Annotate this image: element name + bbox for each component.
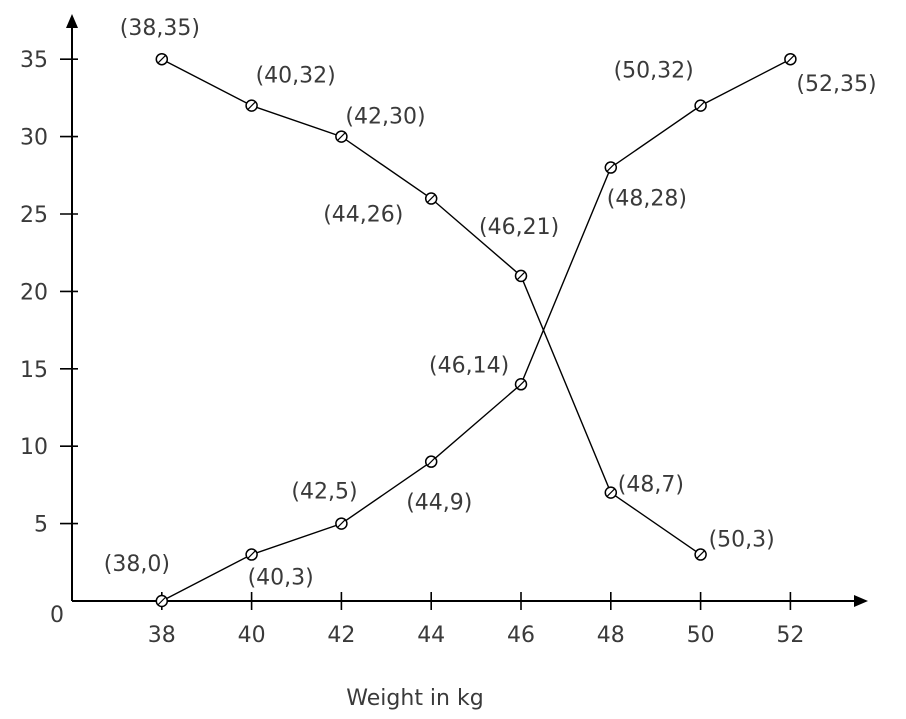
- x-tick-label: 48: [597, 623, 625, 648]
- data-point-marker-slash: [427, 457, 436, 466]
- x-tick-label: 46: [507, 623, 535, 648]
- data-point-marker-slash: [517, 271, 525, 280]
- y-tick-label: 5: [34, 513, 48, 538]
- data-point-label: (48,7): [618, 473, 684, 498]
- x-axis-arrow-icon: [854, 595, 868, 607]
- series-line-2: [161, 58, 791, 602]
- axes: 0 Weight in kg: [50, 14, 868, 711]
- data-point-marker-slash: [427, 194, 436, 203]
- data-point-label: (44,9): [406, 491, 472, 516]
- data-point-marker-slash: [696, 550, 705, 559]
- data-point-marker-slash: [337, 132, 346, 141]
- data-point-marker-slash: [696, 101, 705, 110]
- y-tick-label: 35: [20, 48, 48, 73]
- data-point-marker-slash: [517, 380, 525, 389]
- data-point-label: (50,3): [709, 528, 775, 553]
- data-point-marker-slash: [606, 163, 615, 172]
- data-point-label: (40,32): [256, 64, 336, 89]
- data-point-marker-slash: [337, 519, 346, 528]
- data-point-label: (50,32): [614, 59, 694, 84]
- data-point-label: (40,3): [248, 566, 314, 591]
- data-point-label: (42,5): [291, 480, 357, 505]
- data-point-label: (48,28): [607, 187, 687, 212]
- data-point-label: (52,35): [796, 72, 876, 97]
- data-point-marker-slash: [786, 55, 795, 64]
- y-tick-label: 30: [20, 126, 48, 151]
- data-point-label: (38,0): [104, 552, 170, 577]
- point-markers: [155, 52, 797, 608]
- x-tick-label: 38: [148, 623, 176, 648]
- y-tick-label: 20: [20, 280, 48, 305]
- tick-marks: 38 40 42 44 46 48 50 52 5 10 15 20 25 30 35: [20, 48, 804, 648]
- x-tick-label: 50: [687, 623, 715, 648]
- point-labels: (38,35) (40,32) (42,30) (44,26) (46,21) (48,7…: [104, 16, 877, 590]
- data-point-marker-slash: [247, 101, 256, 110]
- data-point-marker-slash: [157, 55, 166, 64]
- data-point-label: (46,14): [429, 353, 509, 378]
- y-axis-arrow-icon: [66, 14, 78, 28]
- data-point-label: (38,35): [120, 16, 200, 41]
- y-tick-label: 25: [20, 203, 48, 228]
- y-tick-label: 10: [20, 435, 48, 460]
- data-point-marker-slash: [606, 488, 615, 497]
- data-point-label: (46,21): [479, 215, 559, 240]
- data-point-label: (44,26): [323, 203, 403, 228]
- x-tick-label: 42: [327, 623, 355, 648]
- data-point-marker-slash: [247, 550, 256, 559]
- data-point-label: (42,30): [345, 105, 425, 130]
- x-tick-label: 52: [776, 623, 804, 648]
- x-tick-label: 40: [238, 623, 266, 648]
- series-lines: [161, 58, 791, 602]
- x-axis-title: Weight in kg: [346, 686, 483, 711]
- data-point-marker-slash: [157, 597, 166, 605]
- x-tick-label: 44: [417, 623, 445, 648]
- y-tick-label: 15: [20, 358, 48, 383]
- origin-label: 0: [50, 603, 64, 628]
